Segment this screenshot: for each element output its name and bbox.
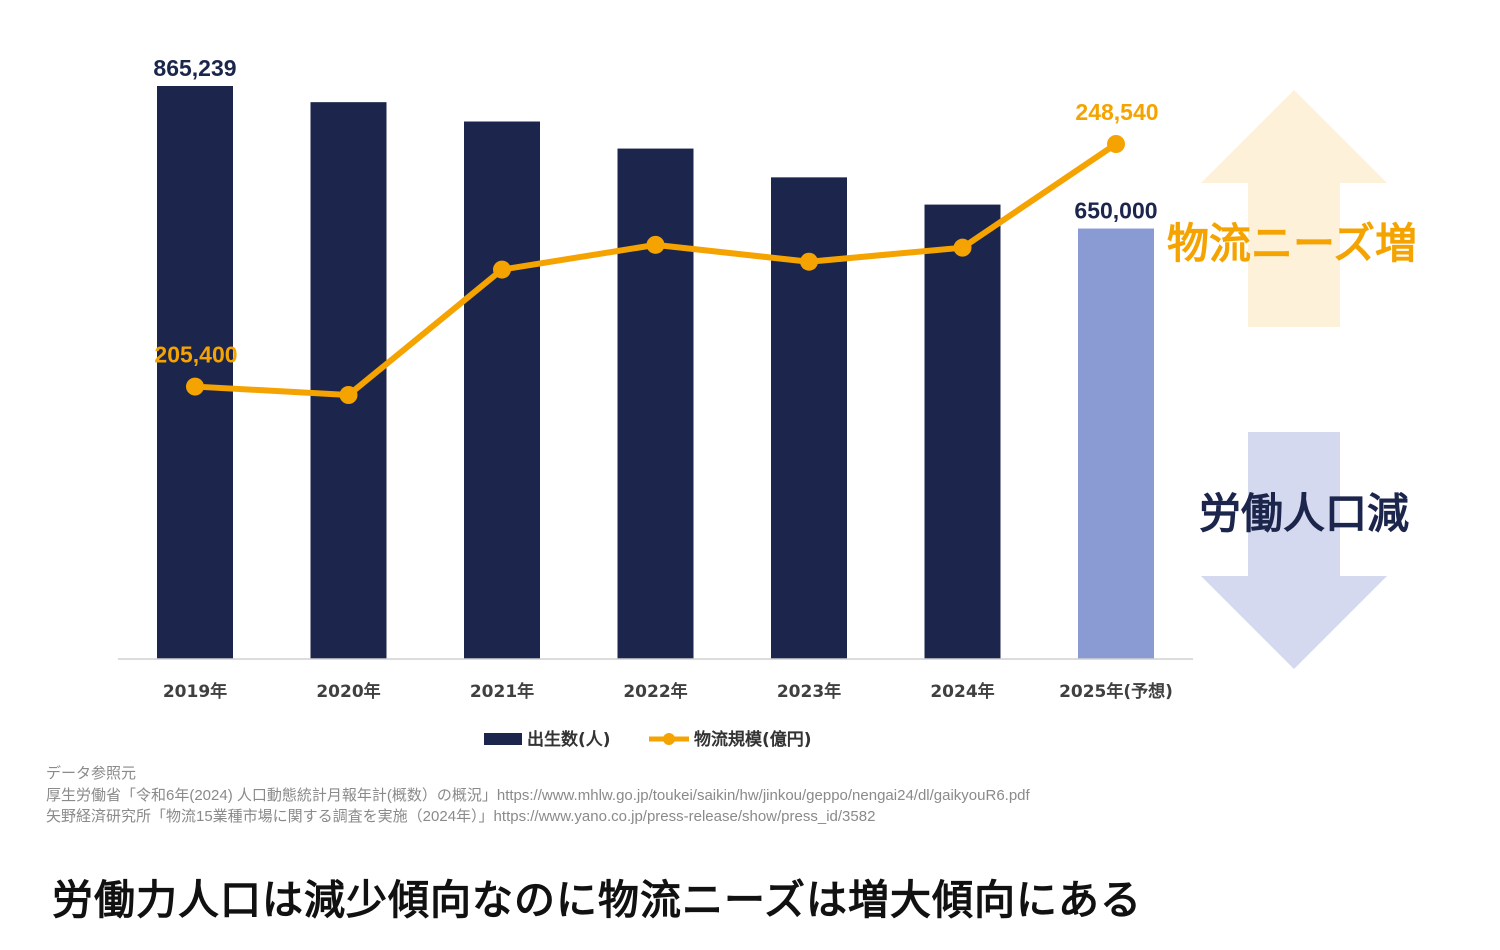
x-tick-label: 2024年 <box>930 681 994 702</box>
legend-bar-label: 出生数(人) <box>527 729 611 750</box>
bar-2022年 <box>617 148 694 659</box>
labor-decrease-label: 労働人口減 <box>1199 489 1409 538</box>
legend-line-label: 物流規模(億円) <box>694 729 812 750</box>
source-line-mhlw: 厚生労働省「令和6年(2024) 人口動態統計月報年計(概数）の概況」https… <box>46 787 1030 804</box>
line-point-2021年 <box>493 260 511 279</box>
legend-bar-swatch <box>484 733 522 745</box>
line-point-2024年 <box>953 238 972 257</box>
bar-2020年 <box>310 102 387 659</box>
line-data-label: 205,400 <box>154 342 237 368</box>
legend: 出生数(人) 物流規模(億円) <box>484 729 812 750</box>
bar-2023年 <box>771 177 847 659</box>
x-tick-label: 2022年 <box>623 681 687 702</box>
bar-2021年 <box>464 121 540 660</box>
down-arrow-icon <box>1201 432 1387 669</box>
bar-2019年 <box>157 86 233 659</box>
source-heading: データ参照元 <box>46 765 137 782</box>
line-series <box>186 135 1125 404</box>
up-arrow-icon <box>1201 90 1387 327</box>
line-point-2020年 <box>339 386 358 404</box>
source-line-yano: 矢野経済研究所「物流15業種市場に関する調査を実施（2024年）」https:/… <box>46 808 876 825</box>
x-tick-label: 2019年 <box>163 681 227 702</box>
bar-data-label: 650,000 <box>1074 198 1157 224</box>
line-point-2025年(予想) <box>1107 135 1125 153</box>
x-tick-labels: 2019年 2020年 2021年 2022年 2023年 2024年 2025年(予想) <box>163 681 1173 702</box>
data-labels: 865,239 650,000 205,400 248,540 <box>153 55 1158 368</box>
x-tick-label: 2025年(予想) <box>1059 681 1173 702</box>
x-tick-label: 2021年 <box>470 681 534 702</box>
bar-series <box>157 86 1154 660</box>
x-tick-label: 2020年 <box>316 681 380 702</box>
bar-2024年 <box>924 204 1001 660</box>
line-data-label: 248,540 <box>1075 99 1158 125</box>
x-tick-label: 2023年 <box>777 681 841 702</box>
legend-line-marker <box>663 733 675 745</box>
bar-data-label: 865,239 <box>153 55 236 81</box>
bar-2025年(予想) <box>1078 228 1154 660</box>
line-point-2023年 <box>800 252 818 271</box>
line-point-2022年 <box>646 235 665 254</box>
line-point-2019年 <box>186 377 204 396</box>
combo-chart: 物流ニーズ増 労働人口減 2019年 2020年 2021年 2022年 2023年 20… <box>118 55 1417 750</box>
needs-increase-label: 物流ニーズ増 <box>1167 219 1417 268</box>
page-caption: 労働力人口は減少傾向なのに物流ニーズは増大傾向にある <box>52 876 1142 924</box>
